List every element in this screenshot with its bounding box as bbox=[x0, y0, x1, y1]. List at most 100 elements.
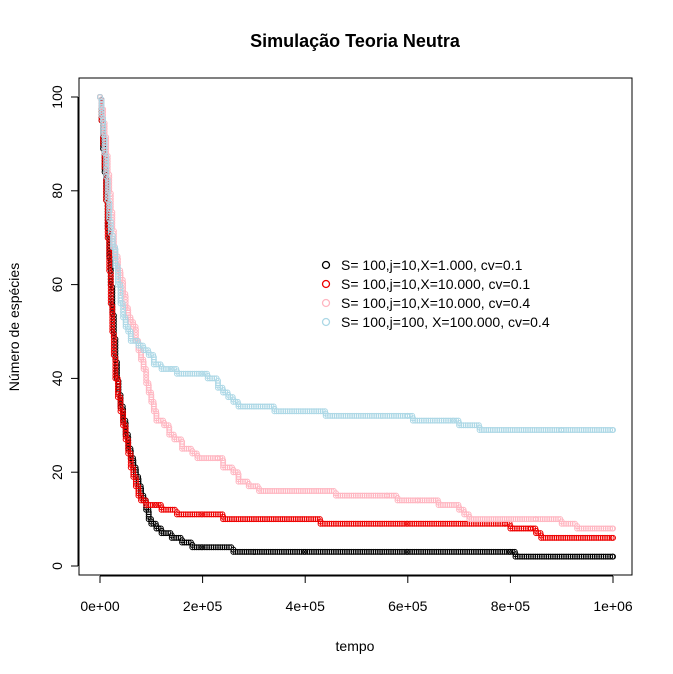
data-point bbox=[120, 411, 127, 418]
data-point bbox=[132, 323, 139, 330]
data-point bbox=[176, 511, 183, 518]
data-point bbox=[106, 264, 113, 271]
data-point bbox=[424, 548, 431, 555]
data-point bbox=[103, 153, 110, 160]
data-point bbox=[381, 520, 388, 527]
data-point bbox=[485, 426, 492, 433]
data-point bbox=[565, 426, 572, 433]
data-point bbox=[341, 520, 348, 527]
data-point bbox=[259, 403, 266, 410]
data-point bbox=[494, 516, 501, 523]
data-point bbox=[350, 548, 357, 555]
data-point bbox=[448, 502, 455, 509]
data-point bbox=[333, 412, 340, 419]
data-point bbox=[442, 502, 449, 509]
data-point bbox=[341, 492, 348, 499]
data-point bbox=[365, 492, 372, 499]
data-point bbox=[106, 252, 113, 259]
data-point bbox=[602, 553, 609, 560]
data-point bbox=[409, 520, 416, 527]
data-point bbox=[426, 520, 433, 527]
data-point bbox=[514, 426, 521, 433]
data-point bbox=[173, 534, 180, 541]
data-point bbox=[225, 394, 232, 401]
data-point bbox=[589, 553, 596, 560]
data-point bbox=[516, 553, 523, 560]
data-point bbox=[536, 426, 543, 433]
data-point bbox=[247, 548, 254, 555]
data-point bbox=[382, 412, 389, 419]
data-point bbox=[549, 426, 556, 433]
data-point bbox=[117, 396, 124, 403]
data-point bbox=[363, 492, 370, 499]
data-point bbox=[593, 426, 600, 433]
data-point bbox=[418, 520, 424, 527]
data-point bbox=[260, 487, 267, 494]
data-point bbox=[508, 516, 515, 523]
data-point bbox=[107, 221, 114, 228]
data-point bbox=[319, 520, 326, 527]
x-tick-label: 0e+00 bbox=[80, 598, 120, 614]
data-point bbox=[180, 370, 187, 377]
data-point bbox=[407, 548, 413, 555]
data-point bbox=[245, 548, 252, 555]
data-point bbox=[437, 548, 444, 555]
data-point bbox=[582, 525, 589, 532]
data-point bbox=[335, 412, 342, 419]
data-point bbox=[153, 361, 160, 368]
data-point bbox=[239, 403, 246, 410]
data-point bbox=[296, 548, 303, 555]
x-tick-label: 8e+05 bbox=[491, 598, 531, 614]
data-point bbox=[244, 403, 251, 410]
data-point bbox=[155, 417, 162, 424]
x-axis-label: tempo bbox=[336, 638, 375, 654]
data-point bbox=[533, 426, 540, 433]
data-point bbox=[214, 384, 221, 391]
data-point bbox=[344, 548, 350, 555]
data-point bbox=[607, 553, 614, 560]
data-point bbox=[328, 548, 335, 555]
data-point bbox=[372, 492, 379, 499]
data-point bbox=[411, 520, 418, 527]
data-point bbox=[468, 548, 475, 555]
data-point bbox=[313, 408, 320, 415]
data-point bbox=[286, 487, 293, 494]
data-point bbox=[204, 544, 210, 551]
data-point bbox=[153, 525, 160, 532]
data-point bbox=[112, 354, 119, 361]
data-point bbox=[311, 408, 318, 415]
data-point bbox=[348, 548, 355, 555]
data-point bbox=[489, 426, 496, 433]
data-point bbox=[204, 375, 211, 382]
data-point bbox=[368, 492, 375, 499]
data-point bbox=[317, 520, 324, 527]
data-point bbox=[404, 520, 411, 527]
data-point bbox=[169, 506, 176, 513]
data-point bbox=[574, 553, 581, 560]
data-point bbox=[258, 548, 265, 555]
data-point bbox=[326, 520, 333, 527]
data-point bbox=[104, 188, 111, 195]
data-point bbox=[298, 548, 305, 555]
data-point bbox=[362, 412, 369, 419]
data-point bbox=[286, 516, 293, 523]
data-point bbox=[359, 492, 366, 499]
data-point bbox=[120, 416, 127, 423]
data-point bbox=[107, 227, 114, 234]
data-point bbox=[563, 553, 570, 560]
data-point bbox=[278, 487, 285, 494]
data-point bbox=[518, 525, 525, 532]
series-layer bbox=[97, 94, 616, 560]
data-point bbox=[431, 548, 438, 555]
data-point bbox=[477, 516, 484, 523]
data-point bbox=[512, 516, 519, 523]
data-point bbox=[329, 412, 336, 419]
data-point bbox=[142, 366, 149, 373]
data-point bbox=[476, 426, 483, 433]
data-point bbox=[361, 520, 368, 527]
data-point bbox=[540, 534, 547, 541]
data-point bbox=[272, 548, 279, 555]
data-point bbox=[191, 544, 198, 551]
data-point bbox=[176, 370, 183, 377]
